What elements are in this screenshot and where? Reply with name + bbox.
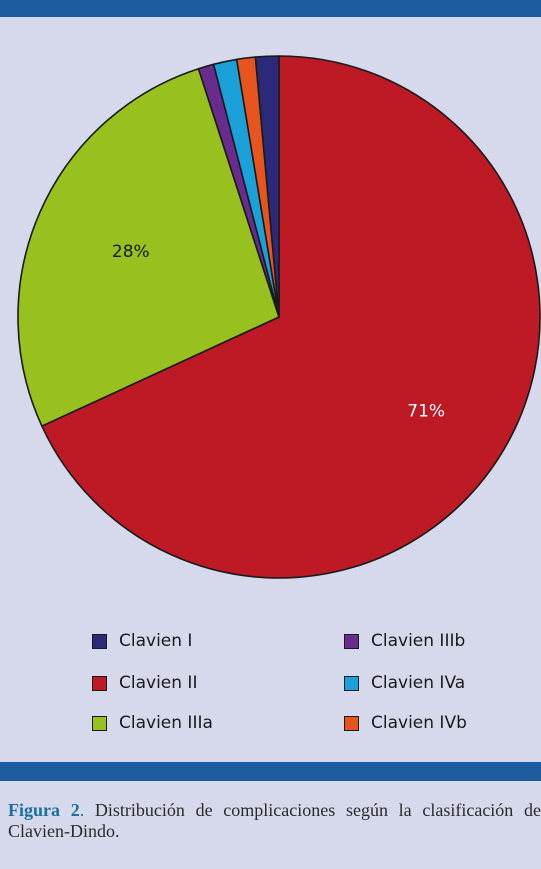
figure-number: Figura 2	[8, 800, 80, 820]
legend-swatch	[344, 715, 359, 731]
pie-chart: 71% 28%	[17, 55, 541, 579]
legend-item-clavien-iiib: Clavien IIIb	[344, 629, 465, 653]
legend: Clavien I Clavien II Clavien IIIa Clavie…	[0, 620, 541, 750]
legend-item-clavien-ivb: Clavien IVb	[344, 711, 467, 735]
legend-label: Clavien I	[119, 631, 193, 651]
figure-caption: Figura 2. Distribución de complicaciones…	[8, 800, 541, 842]
legend-item-clavien-iiia: Clavien IIIa	[92, 711, 213, 735]
legend-label: Clavien IIIa	[119, 713, 213, 733]
legend-swatch	[344, 675, 359, 691]
data-label-clavien-ii: 71%	[407, 401, 445, 421]
legend-swatch	[344, 633, 359, 649]
legend-item-clavien-ii: Clavien II	[92, 671, 197, 695]
legend-label: Clavien II	[119, 673, 198, 693]
caption-separator: .	[79, 800, 85, 820]
legend-label: Clavien IVb	[371, 713, 467, 733]
legend-item-clavien-iva: Clavien IVa	[344, 671, 465, 695]
pie-slice-clavien-iiia	[17, 67, 280, 427]
top-banner-bar	[0, 0, 541, 17]
pie-slice-clavien-i	[254, 55, 280, 318]
legend-swatch	[92, 715, 107, 731]
legend-swatch	[92, 675, 107, 691]
data-label-clavien-iiia: 28%	[112, 242, 150, 262]
legend-label: Clavien IVa	[371, 673, 466, 693]
bottom-banner-bar	[0, 762, 541, 781]
pie-slice-clavien-ii	[41, 55, 541, 579]
caption-text: Distribución de complicaciones según la …	[8, 800, 541, 841]
legend-swatch	[92, 633, 107, 649]
legend-item-clavien-i: Clavien I	[92, 629, 192, 653]
legend-label: Clavien IIIb	[371, 631, 466, 651]
